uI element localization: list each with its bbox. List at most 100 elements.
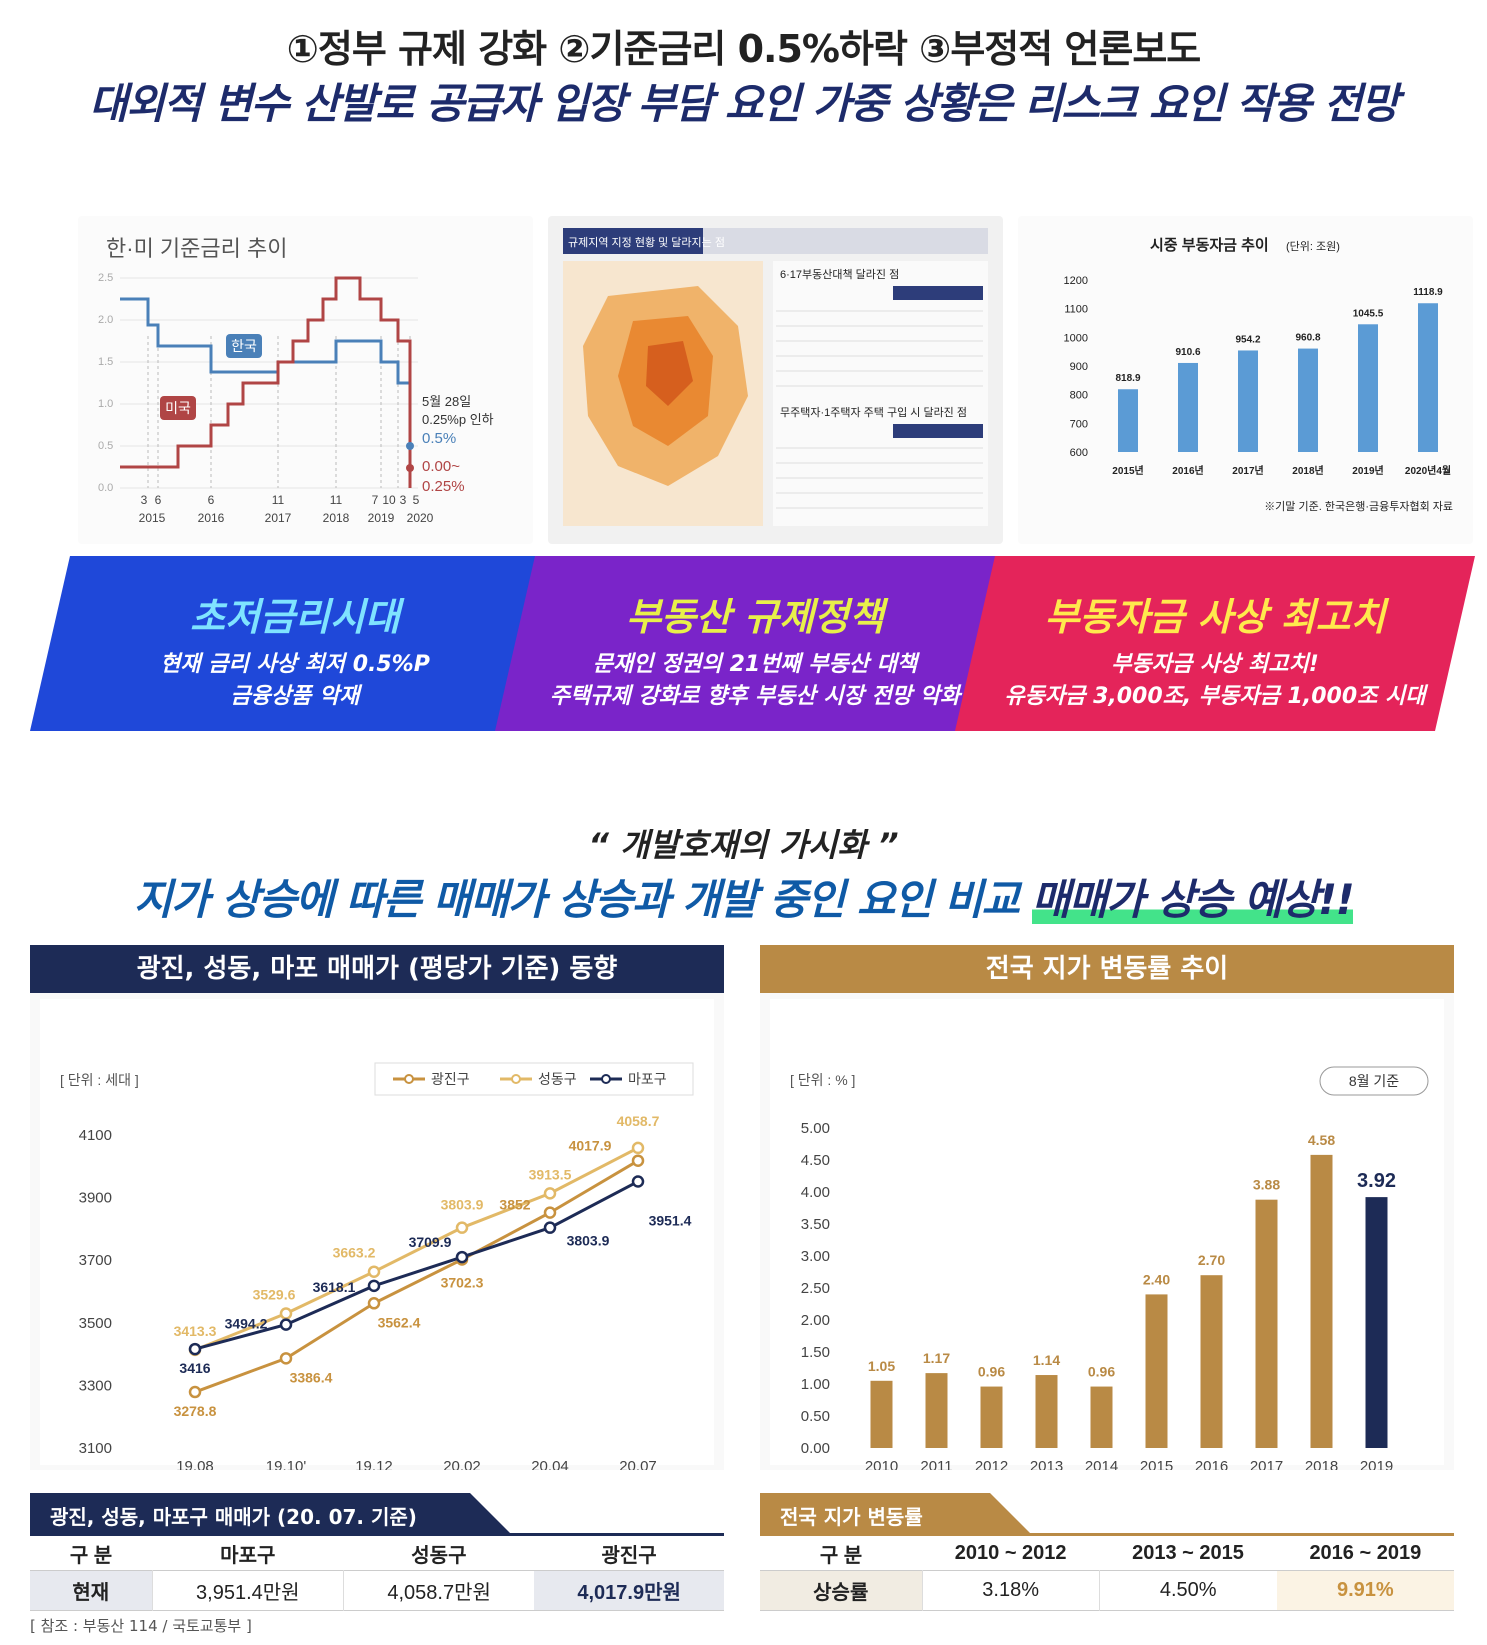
fund-x-tick: 2019년 <box>1352 464 1383 477</box>
us-end-value2: 0.25% <box>422 478 465 495</box>
series-point <box>279 1318 293 1331</box>
fund-x-tick: 2015년 <box>1112 464 1143 477</box>
land-price-header: 전국 지가 변동률 추이 <box>760 945 1454 993</box>
land-price-bar <box>870 1380 893 1448</box>
land-price-bar <box>1090 1386 1113 1448</box>
banner-funds-line2: 유동자금 3,000조, 부동자금 1,000조 시대 <box>1004 684 1426 709</box>
land-price-chart: [ 단위 : % ] 8월 기준 5.00 4.50 4.00 3.50 3.00 2.5… <box>770 999 1444 1475</box>
us-label: 미국 <box>165 400 191 416</box>
line-x-tick: 19.08 <box>176 1458 214 1470</box>
series-value-label: 3803.9 <box>441 1197 484 1213</box>
land-price-value-label: 3.92 <box>1357 1170 1396 1192</box>
series-value-label: 3529.6 <box>253 1287 296 1303</box>
land-price-badge: 8월 기준 <box>1349 1073 1399 1089</box>
series-point <box>279 1307 293 1320</box>
fund-y-tick: 700 <box>1070 418 1088 430</box>
fund-value-label: 954.2 <box>1235 334 1260 345</box>
price-trend-panel: 광진, 성동, 마포 매매가 (평당가 기준) 동향 [ 단위 : 세대 ] 광… <box>30 945 724 1475</box>
line-y-tick: 3900 <box>79 1190 112 1207</box>
fund-x-tick: 2020년4월 <box>1405 464 1451 477</box>
rate-year-tick: 2020 <box>407 511 434 525</box>
price-table-row-label: 현재 <box>30 1570 152 1611</box>
series-value-label: 3416 <box>179 1360 210 1376</box>
line-y-tick: 3300 <box>79 1377 112 1394</box>
price-trend-chart: [ 단위 : 세대 ] 광진구 성동구 마포구 4100 3900 3700 3500 33… <box>40 999 714 1475</box>
banner-low-rate-title: 초저금리시대 <box>190 595 400 639</box>
line-x-tick: 20.04 <box>531 1458 569 1470</box>
regulation-map-card: 규제지역 지정 현황 및 달라지는 점 6·17부동산대책 달라진 점 무주택자… <box>548 216 1003 544</box>
banner-regulation: 부동산 규제정책 문재인 정권의 21번째 부동산 대책 주택규제 강화로 향후… <box>495 556 1015 731</box>
legend-label: 광진구 <box>431 1071 470 1087</box>
land-price-bar <box>1035 1375 1058 1448</box>
line-x-tick: 19.10' <box>266 1458 307 1470</box>
land-price-value-label: 3.88 <box>1253 1177 1280 1193</box>
legend-marker <box>511 1074 521 1084</box>
fund-value-label: 1118.9 <box>1413 287 1443 298</box>
bar-y-tick: 4.00 <box>801 1184 830 1201</box>
bar-y-tick: 1.50 <box>801 1344 830 1361</box>
fund-y-tick: 900 <box>1070 361 1088 373</box>
series-value-label: 3386.4 <box>290 1369 333 1385</box>
price-trend-header: 광진, 성동, 마포 매매가 (평당가 기준) 동향 <box>30 945 724 993</box>
land-price-value-label: 0.96 <box>1088 1364 1115 1380</box>
rate-month-tick: 3 <box>400 493 407 507</box>
banner-low-rate-line2: 금융상품 악재 <box>230 684 360 709</box>
land-price-value-label: 1.14 <box>1033 1352 1060 1368</box>
rate-chart-card: 한·미 기준금리 추이 2.5 2.0 1.5 1.0 0.5 0.0 한국 미… <box>78 216 533 544</box>
legend-label: 마포구 <box>628 1071 667 1087</box>
fund-bar <box>1238 350 1258 452</box>
land-price-x-tick: 2010 <box>865 1458 898 1470</box>
price-table-title: 광진, 성동, 마포구 매매가 (20. 07. 기준) <box>50 1505 417 1529</box>
fund-chart-title: 시중 부동자금 추이 <box>1150 237 1269 254</box>
series-point <box>367 1279 381 1293</box>
rate-y-tick: 2.0 <box>98 314 113 326</box>
series-point <box>455 1250 469 1264</box>
rate-y-tick: 2.5 <box>98 272 113 284</box>
series-value-label: 3663.2 <box>333 1245 376 1261</box>
series-point <box>631 1141 645 1155</box>
series-point <box>367 1297 381 1310</box>
line-y-tick: 4100 <box>79 1127 112 1144</box>
rate-chart: 한·미 기준금리 추이 2.5 2.0 1.5 1.0 0.5 0.0 한국 미… <box>98 236 494 525</box>
fund-value-label: 960.8 <box>1295 333 1320 344</box>
rate-year-tick: 2017 <box>265 511 292 525</box>
series-point <box>455 1221 469 1234</box>
series-value-label: 3562.4 <box>378 1314 421 1330</box>
land-price-value-label: 4.58 <box>1308 1132 1335 1148</box>
rate-y-tick: 1.5 <box>98 356 113 368</box>
rate-year-tick: 2019 <box>368 511 395 525</box>
bar-y-tick: 4.50 <box>801 1152 830 1169</box>
land-table-cell: 4.50% <box>1098 1570 1277 1611</box>
rate-month-tick: 5 <box>413 493 420 507</box>
bar-y-tick: 3.00 <box>801 1248 830 1265</box>
banner-funds-line1: 부동자금 사상 최고치! <box>1111 652 1319 677</box>
rate-note-date: 5월 28일 <box>422 394 471 409</box>
land-table-title: 전국 지가 변동률 <box>780 1505 923 1529</box>
land-price-panel: 전국 지가 변동률 추이 [ 단위 : % ] 8월 기준 5.00 4.50 4.… <box>760 945 1454 1475</box>
fund-y-tick: 1200 <box>1064 275 1088 287</box>
land-price-x-tick: 2017 <box>1250 1458 1283 1470</box>
series-point <box>543 1206 557 1219</box>
series-point <box>543 1221 557 1234</box>
series-value-label: 3494.2 <box>225 1316 268 1332</box>
land-price-value-label: 1.05 <box>868 1358 895 1374</box>
land-table-header: 2010 ~ 2012 <box>954 1541 1067 1564</box>
land-price-bar <box>1365 1197 1388 1448</box>
us-rate-line <box>120 276 412 488</box>
price-trend-unit: [ 단위 : 세대 ] <box>60 1072 139 1088</box>
fund-chart-unit: (단위: 조원) <box>1286 240 1340 253</box>
series-line <box>194 1159 639 1394</box>
fund-x-tick: 2016년 <box>1172 464 1203 477</box>
land-price-value-label: 2.40 <box>1143 1271 1170 1287</box>
regulation-map: 규제지역 지정 현황 및 달라지는 점 6·17부동산대책 달라진 점 무주택자… <box>563 228 988 526</box>
fund-value-label: 818.9 <box>1115 373 1140 384</box>
legend-marker <box>601 1074 611 1084</box>
land-price-x-tick: 2016 <box>1195 1458 1228 1470</box>
korea-rate-line <box>120 297 412 446</box>
legend-marker <box>404 1074 414 1084</box>
line-x-tick: 20.02 <box>443 1458 481 1470</box>
series-point <box>188 1385 202 1399</box>
series-line <box>194 1180 639 1351</box>
korea-end-value: 0.5% <box>422 430 456 447</box>
banner-funds: 부동자금 사상 최고치 부동자금 사상 최고치! 유동자금 3,000조, 부동… <box>955 556 1475 731</box>
